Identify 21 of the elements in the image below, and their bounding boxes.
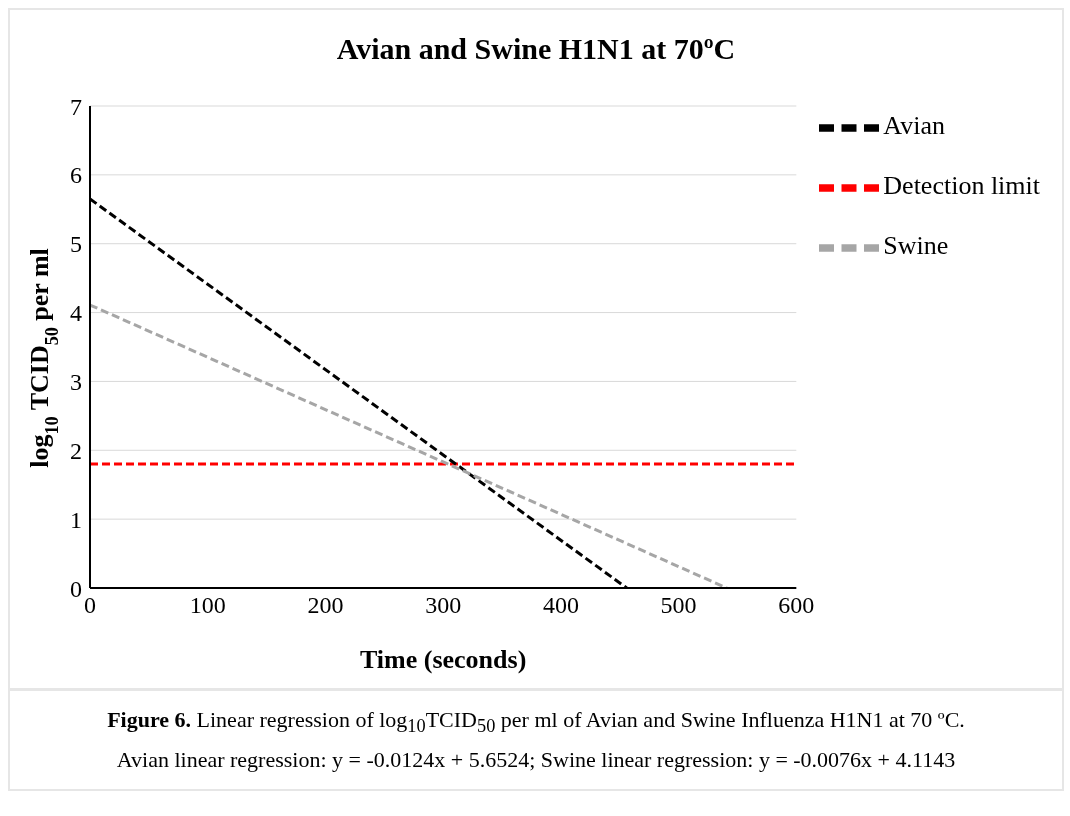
y-tick-label: 3 xyxy=(70,368,82,395)
x-tick-label: 200 xyxy=(307,592,344,619)
x-tick-label: 300 xyxy=(425,592,462,619)
chart-title: Avian and Swine H1N1 at 70ºC xyxy=(335,31,737,67)
y-tick-label: 2 xyxy=(70,437,82,464)
caption: Figure 6. Linear regression of log$_{10}$TCID$_{50}$ per ml of Avian and Swine Influenza H1N1 at 70 ºC. xyxy=(107,707,965,737)
legend-label: Detection limit xyxy=(883,170,1040,200)
y-tick-label: 5 xyxy=(70,231,82,258)
y-tick-label: 1 xyxy=(70,506,82,533)
x-axis-title: Time (seconds) xyxy=(359,645,527,674)
y-tick-label: 4 xyxy=(70,300,82,327)
x-tick-label: 100 xyxy=(189,592,226,619)
x-tick-label: 500 xyxy=(660,592,697,619)
x-tick-label: 400 xyxy=(542,592,579,619)
legend-label: Swine xyxy=(883,230,949,260)
legend-label: Avian xyxy=(883,110,945,140)
y-tick-label: 6 xyxy=(70,162,82,189)
text: Avian linear regression: y = -0.0124x + 5.6524; Swine linear regression: y = -0.0076x + 4.1143 xyxy=(115,747,957,774)
x-tick-label: 600 xyxy=(778,592,815,619)
y-tick-label: 0 xyxy=(70,575,82,602)
y-tick-label: 7 xyxy=(70,93,82,120)
